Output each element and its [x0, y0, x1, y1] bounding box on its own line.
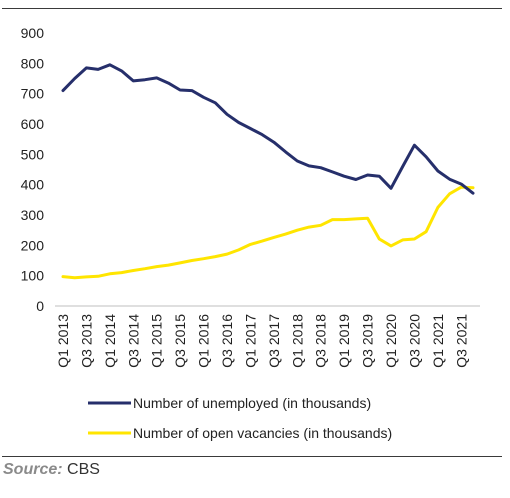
x-tick-label: Q3 2018: [313, 314, 329, 368]
x-tick-label: Q1 2021: [430, 314, 446, 368]
x-tick-label: Q1 2018: [289, 314, 305, 368]
legend-label-unemployed: Number of unemployed (in thousands): [133, 395, 371, 411]
x-tick-label: Q3 2020: [406, 314, 422, 368]
line-chart: 0 100 200 300 400 500 600 700 800 900 Q1 2013 Q3 20…: [21, 25, 480, 441]
x-tick-label: Q3 2021: [453, 314, 469, 368]
source-text: CBS: [62, 461, 100, 478]
x-tick-label: Q3 2014: [125, 314, 141, 368]
y-tick-label: 200: [21, 237, 45, 253]
x-tick-label: Q3 2016: [219, 314, 235, 368]
series-line-vacancies: [61, 185, 475, 280]
x-tick-label: Q1 2014: [102, 314, 118, 368]
x-tick-label: Q1 2019: [336, 314, 352, 368]
x-tick-label: Q3 2017: [266, 314, 282, 368]
x-tick-label: Q1 2013: [55, 314, 71, 368]
y-tick-label: 800: [21, 55, 45, 71]
x-tick-label: Q1 2016: [196, 314, 212, 368]
x-tick-label: Q1 2017: [242, 314, 258, 368]
legend-label-vacancies: Number of open vacancies (in thousands): [133, 425, 392, 441]
x-tick-label: Q3 2019: [360, 314, 376, 368]
source-note: Source: CBS: [3, 461, 100, 479]
y-tick-label: 900: [21, 25, 45, 41]
y-tick-label: 0: [36, 298, 44, 314]
x-tick-label: Q1 2020: [383, 314, 399, 368]
top-rule: [2, 8, 502, 9]
x-tick-label: Q1 2015: [149, 314, 165, 368]
y-tick-label: 300: [21, 207, 45, 223]
y-tick-label: 400: [21, 177, 45, 193]
x-tick-label: Q3 2013: [78, 314, 94, 368]
series-line-unemployed: [61, 63, 475, 195]
y-tick-label: 500: [21, 146, 45, 162]
source-label: Source:: [3, 461, 63, 478]
y-tick-label: 100: [21, 268, 45, 284]
bottom-rule: [2, 456, 502, 457]
y-tick-label: 700: [21, 86, 45, 102]
y-tick-label: 600: [21, 116, 45, 132]
x-tick-label: Q3 2015: [172, 314, 188, 368]
